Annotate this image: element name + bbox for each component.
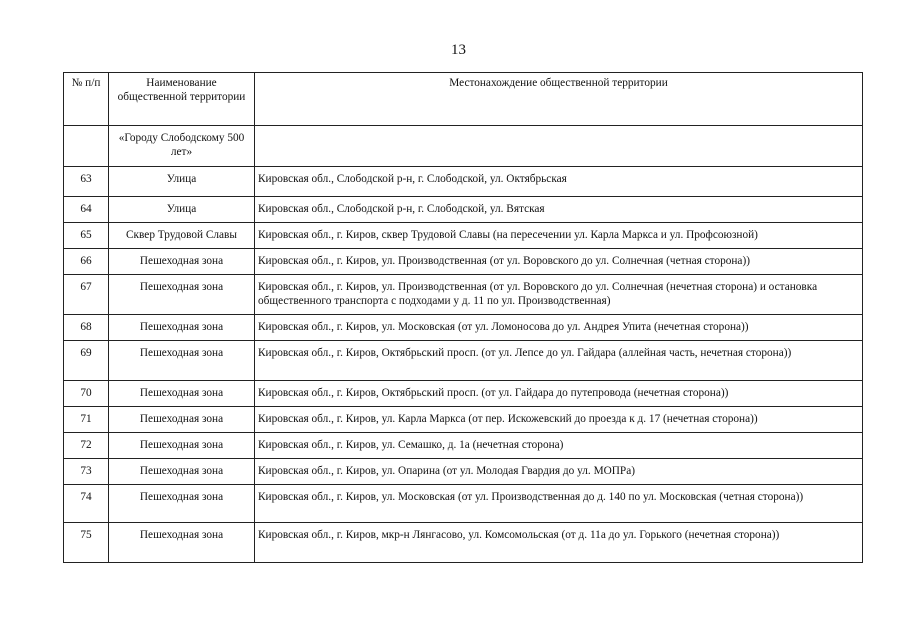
row-location: Кировская обл., Слободской р-н, г. Слобо… bbox=[254, 196, 863, 223]
row-location: Кировская обл., г. Киров, ул. Производст… bbox=[254, 248, 863, 275]
row-location: Кировская обл., г. Киров, Октябрьский пр… bbox=[254, 340, 863, 381]
row-number: 66 bbox=[63, 248, 109, 275]
territories-table: № п/п Наименование общественной территор… bbox=[63, 72, 863, 563]
header-number: № п/п bbox=[63, 72, 109, 126]
header-name: Наименование общественной территории bbox=[108, 72, 255, 126]
table-row: 68 Пешеходная зона Кировская обл., г. Киро… bbox=[63, 314, 863, 341]
table-row: 65 Сквер Трудовой Славы Кировская обл., г.… bbox=[63, 222, 863, 249]
row-name: Улица bbox=[108, 196, 255, 223]
row-number: 65 bbox=[63, 222, 109, 249]
row-name: Пешеходная зона bbox=[108, 458, 255, 485]
row-number: 75 bbox=[63, 522, 109, 563]
row-location: Кировская обл., г. Киров, ул. Карла Марк… bbox=[254, 406, 863, 433]
row-number: 73 bbox=[63, 458, 109, 485]
row-location bbox=[254, 125, 863, 167]
table-row: 74 Пешеходная зона Кировская обл., г. Киро… bbox=[63, 484, 863, 523]
row-name: Улица bbox=[108, 166, 255, 197]
table-row: 64 Улица Кировская обл., Слободской р-н, г… bbox=[63, 196, 863, 223]
row-name: Пешеходная зона bbox=[108, 432, 255, 459]
table-row: 66 Пешеходная зона Кировская обл., г. Киро… bbox=[63, 248, 863, 275]
row-name: Пешеходная зона bbox=[108, 522, 255, 563]
table-row: 63 Улица Кировская обл., Слободской р-н, г… bbox=[63, 166, 863, 197]
row-location: Кировская обл., г. Киров, ул. Московская… bbox=[254, 484, 863, 523]
table-row: 72 Пешеходная зона Кировская обл., г. Киро… bbox=[63, 432, 863, 459]
row-number bbox=[63, 125, 109, 167]
row-name: Пешеходная зона bbox=[108, 340, 255, 381]
row-location: Кировская обл., г. Киров, ул. Производст… bbox=[254, 274, 863, 315]
row-number: 72 bbox=[63, 432, 109, 459]
header-location: Местонахождение общественной территории bbox=[254, 72, 863, 126]
row-name: Сквер Трудовой Славы bbox=[108, 222, 255, 249]
row-location: Кировская обл., г. Киров, ул. Московская… bbox=[254, 314, 863, 341]
table-row: 67 Пешеходная зона Кировская обл., г. Киро… bbox=[63, 274, 863, 315]
table-row: 69 Пешеходная зона Кировская обл., г. Киро… bbox=[63, 340, 863, 381]
row-number: 74 bbox=[63, 484, 109, 523]
row-location: Кировская обл., г. Киров, мкр-н Лянгасов… bbox=[254, 522, 863, 563]
row-name: Пешеходная зона bbox=[108, 274, 255, 315]
row-name: «Городу Слободскому 500 лет» bbox=[108, 125, 255, 167]
row-location: Кировская обл., г. Киров, ул. Опарина (о… bbox=[254, 458, 863, 485]
row-name: Пешеходная зона bbox=[108, 406, 255, 433]
row-name: Пешеходная зона bbox=[108, 380, 255, 407]
row-location: Кировская обл., Слободской р-н, г. Слобо… bbox=[254, 166, 863, 197]
table-row: 75 Пешеходная зона Кировская обл., г. Киро… bbox=[63, 522, 863, 563]
table-row: 71 Пешеходная зона Кировская обл., г. Киро… bbox=[63, 406, 863, 433]
row-number: 68 bbox=[63, 314, 109, 341]
row-number: 71 bbox=[63, 406, 109, 433]
row-number: 69 bbox=[63, 340, 109, 381]
row-number: 67 bbox=[63, 274, 109, 315]
row-number: 70 bbox=[63, 380, 109, 407]
table-row: 73 Пешеходная зона Кировская обл., г. Киро… bbox=[63, 458, 863, 485]
row-number: 63 bbox=[63, 166, 109, 197]
row-name: Пешеходная зона bbox=[108, 314, 255, 341]
table-header-row: № п/п Наименование общественной территор… bbox=[63, 72, 863, 126]
table-row: «Городу Слободскому 500 лет» bbox=[63, 125, 863, 167]
table-row: 70 Пешеходная зона Кировская обл., г. Киро… bbox=[63, 380, 863, 407]
row-name: Пешеходная зона bbox=[108, 248, 255, 275]
row-name: Пешеходная зона bbox=[108, 484, 255, 523]
row-location: Кировская обл., г. Киров, Октябрьский пр… bbox=[254, 380, 863, 407]
page-number: 13 bbox=[451, 42, 466, 58]
row-location: Кировская обл., г. Киров, ул. Семашко, д… bbox=[254, 432, 863, 459]
row-number: 64 bbox=[63, 196, 109, 223]
row-location: Кировская обл., г. Киров, сквер Трудовой… bbox=[254, 222, 863, 249]
